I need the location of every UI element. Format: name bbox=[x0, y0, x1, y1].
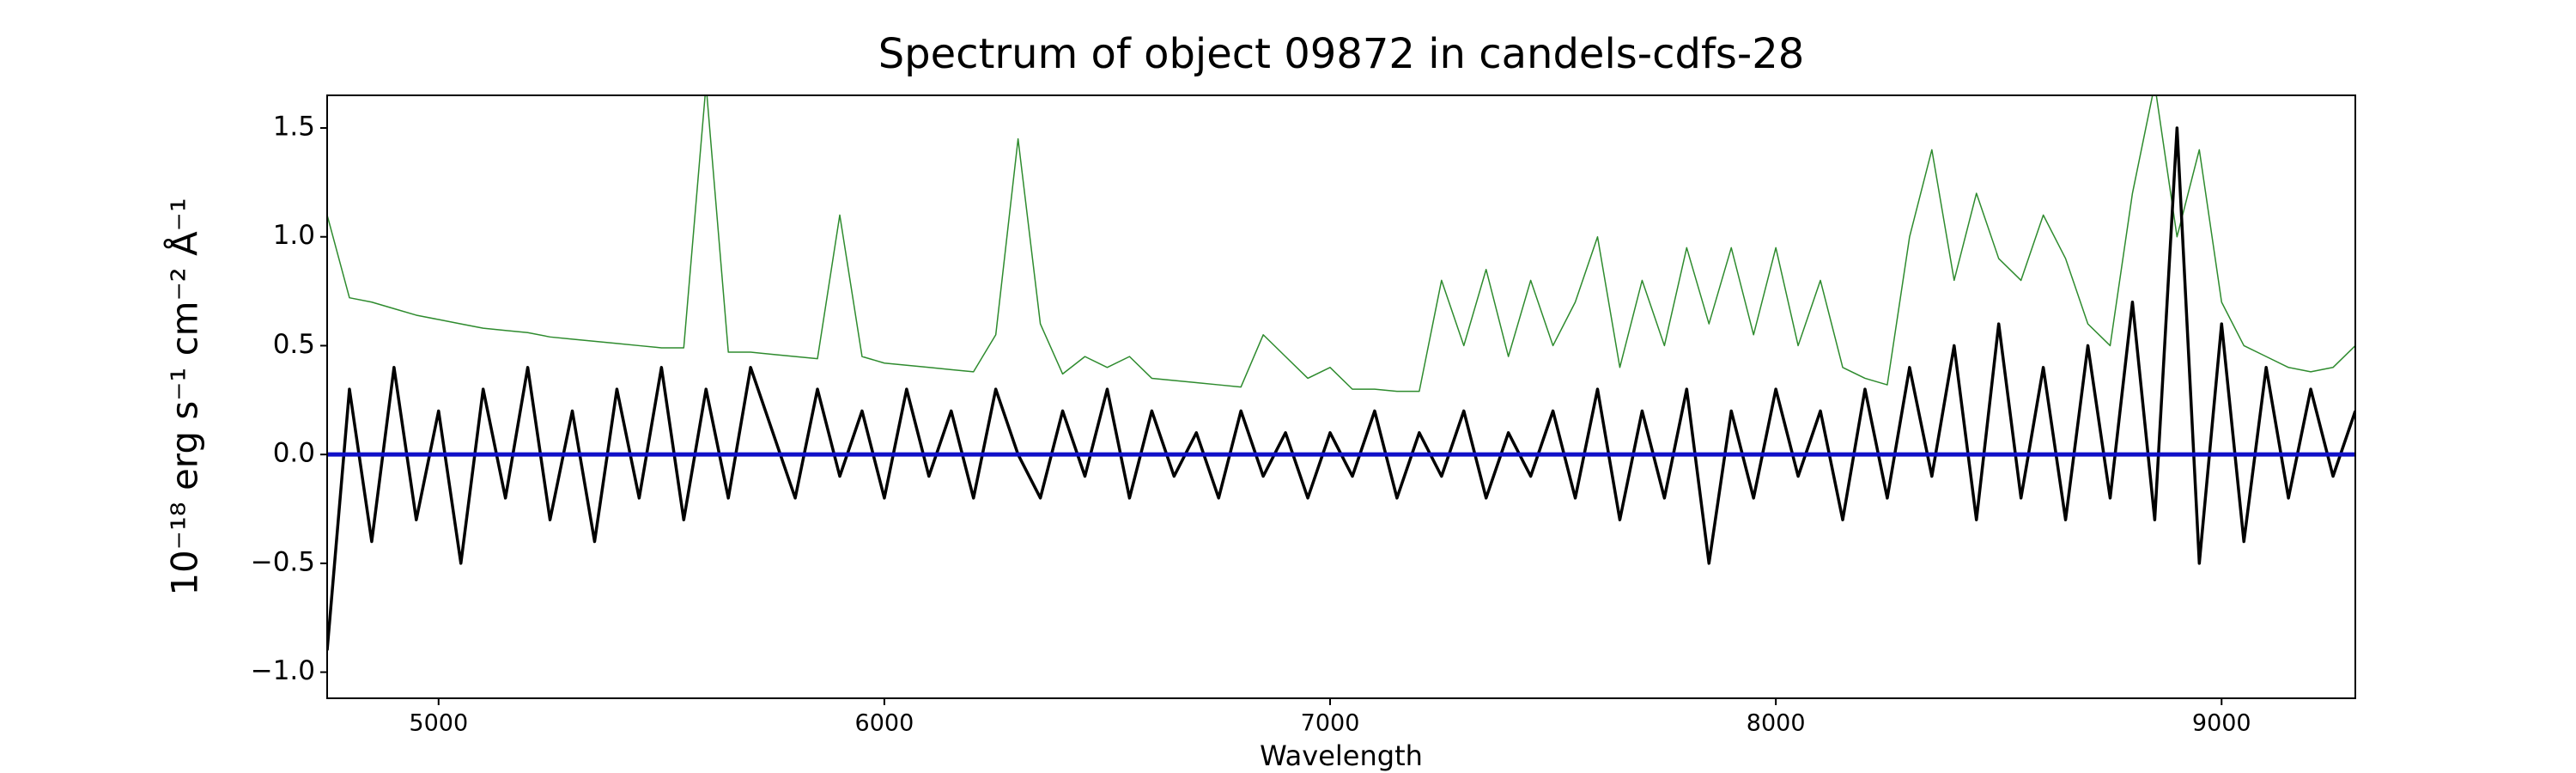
plot-area bbox=[327, 95, 2355, 651]
y-tick-label: −1.0 bbox=[251, 655, 315, 686]
spectrum-line bbox=[327, 95, 2355, 393]
y-tick-label: 0.5 bbox=[273, 329, 315, 360]
spectrum-line bbox=[327, 126, 2355, 651]
x-axis-label: Wavelength bbox=[1260, 740, 1423, 772]
x-tick-label: 5000 bbox=[409, 710, 468, 737]
chart-title: Spectrum of object 09872 in candels-cdfs… bbox=[878, 30, 1805, 78]
y-tick-label: 0.0 bbox=[273, 438, 315, 469]
axes-frame bbox=[326, 94, 2356, 699]
x-tick-label: 6000 bbox=[855, 710, 914, 737]
x-tick-label: 9000 bbox=[2192, 710, 2251, 737]
x-tick-label: 7000 bbox=[1301, 710, 1360, 737]
y-tick-label: −0.5 bbox=[251, 546, 315, 577]
y-axis-label: 10⁻¹⁸ erg s⁻¹ cm⁻² Å⁻¹ bbox=[163, 198, 206, 595]
y-tick-label: 1.0 bbox=[273, 220, 315, 251]
y-tick-label: 1.5 bbox=[273, 112, 315, 143]
x-tick-label: 8000 bbox=[1747, 710, 1806, 737]
